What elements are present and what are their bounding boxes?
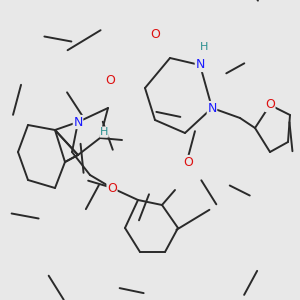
Text: N: N bbox=[195, 58, 205, 71]
Text: H: H bbox=[200, 42, 208, 52]
Text: O: O bbox=[150, 28, 160, 41]
Text: N: N bbox=[207, 101, 217, 115]
Text: N: N bbox=[73, 116, 83, 128]
Text: O: O bbox=[183, 155, 193, 169]
Text: O: O bbox=[105, 74, 115, 86]
Text: O: O bbox=[265, 98, 275, 112]
Text: O: O bbox=[107, 182, 117, 194]
Text: H: H bbox=[100, 127, 108, 137]
